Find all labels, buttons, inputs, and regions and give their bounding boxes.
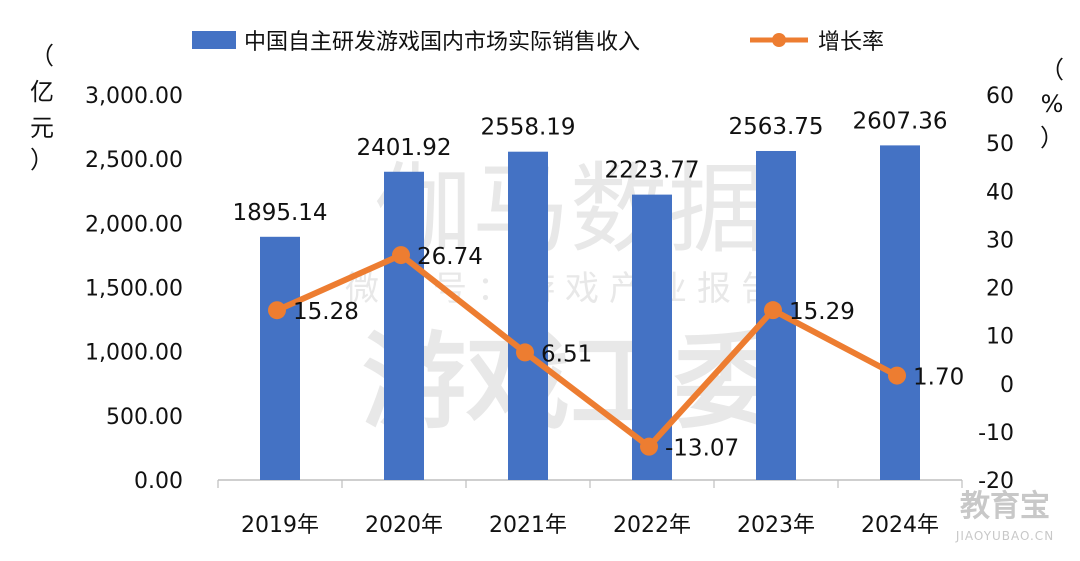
watermark-line3: 游戏工委 xyxy=(362,321,778,443)
left-unit-char: ） xyxy=(30,146,54,174)
left-unit-char: 元 xyxy=(30,114,54,142)
y-left-tick-label: 1,000.00 xyxy=(85,341,183,366)
y-right-tick-label: -20 xyxy=(978,469,1014,494)
growth-rate-value-label: -13.07 xyxy=(665,436,739,462)
bar-value-label: 2563.75 xyxy=(728,114,823,140)
left-unit-char: （ xyxy=(30,42,54,70)
y-right-tick-label: 30 xyxy=(986,228,1014,253)
legend-bar-label: 中国自主研发游戏国内市场实际销售收入 xyxy=(244,30,640,55)
data-labels: 1895.14 2401.92 2558.19 2223.77 2563.75 2607.… xyxy=(232,108,964,461)
legend-line-marker xyxy=(772,33,786,47)
y-left-tick-label: 1,500.00 xyxy=(85,277,183,302)
y-left-tick-label: 0.00 xyxy=(134,469,183,494)
y-left-tick-label: 2,000.00 xyxy=(85,212,183,237)
growth-rate-point xyxy=(888,366,906,385)
right-unit-char: （ xyxy=(1040,56,1064,84)
bar-value-label: 2607.36 xyxy=(852,108,947,134)
bar-value-label: 2401.92 xyxy=(356,135,451,161)
x-tick-label: 2023年 xyxy=(737,513,815,538)
bar xyxy=(508,151,548,480)
y-right-tick-label: 10 xyxy=(986,325,1014,350)
x-tick-label: 2024年 xyxy=(861,513,939,538)
bar-value-label: 2558.19 xyxy=(480,115,575,141)
x-tick-label: 2020年 xyxy=(365,513,443,538)
left-unit-char: 亿 xyxy=(30,78,54,106)
watermark-line1: 伽马数据 xyxy=(374,153,766,267)
y-left-tick-label: 3,000.00 xyxy=(85,84,183,109)
growth-rate-point xyxy=(640,437,658,456)
right-unit-char: ） xyxy=(1040,124,1064,152)
growth-rate-value-label: 6.51 xyxy=(541,341,592,367)
growth-rate-value-label: 26.74 xyxy=(417,244,483,270)
left-unit-label: （ 亿 元 ） xyxy=(30,42,54,174)
bar xyxy=(384,171,424,480)
corner-brand: 教育宝 JIAOYUBAO.CN xyxy=(955,489,1054,543)
growth-rate-point xyxy=(516,343,534,362)
growth-rate-point xyxy=(392,246,410,265)
y-right-tick-label: 60 xyxy=(986,84,1014,109)
bar-value-label: 2223.77 xyxy=(604,158,699,184)
right-unit-label: （ % ） xyxy=(1040,56,1064,152)
bar xyxy=(880,145,920,480)
x-tick-label: 2021年 xyxy=(489,513,567,538)
right-unit-char: % xyxy=(1041,90,1064,118)
bar-series xyxy=(260,145,920,480)
y-right-tick-label: 50 xyxy=(986,132,1014,157)
corner-brand-url: JIAOYUBAO.CN xyxy=(955,529,1054,543)
growth-rate-point xyxy=(268,301,286,320)
growth-rate-line xyxy=(274,252,900,450)
y-right-tick-label: 0 xyxy=(1000,373,1014,398)
bar xyxy=(260,236,300,480)
growth-rate-value-label: 1.70 xyxy=(913,365,964,391)
legend-line-label: 增长率 xyxy=(818,30,884,55)
growth-rate-value-label: 15.29 xyxy=(789,299,855,325)
growth-rate-point xyxy=(764,301,782,320)
y-left-tick-label: 500.00 xyxy=(106,405,183,430)
y-left-tick-label: 2,500.00 xyxy=(85,148,183,173)
y-right-tick-label: 40 xyxy=(986,180,1014,205)
x-tick-label: 2019年 xyxy=(241,513,319,538)
corner-brand-text: 教育宝 xyxy=(960,489,1050,524)
y-right-tick-label: -10 xyxy=(978,421,1014,446)
legend-bar-swatch xyxy=(192,31,236,49)
axes: 2019年 2020年 2021年 2022年 2023年 2024年 0.00 500.00… xyxy=(85,84,1014,538)
x-tick-label: 2022年 xyxy=(613,513,691,538)
y-right-tick-label: 20 xyxy=(986,277,1014,302)
bar-value-label: 1895.14 xyxy=(232,200,327,226)
legend: 中国自主研发游戏国内市场实际销售收入 增长率 xyxy=(192,30,884,55)
growth-rate-value-label: 15.28 xyxy=(293,299,359,325)
line-series xyxy=(268,246,906,456)
